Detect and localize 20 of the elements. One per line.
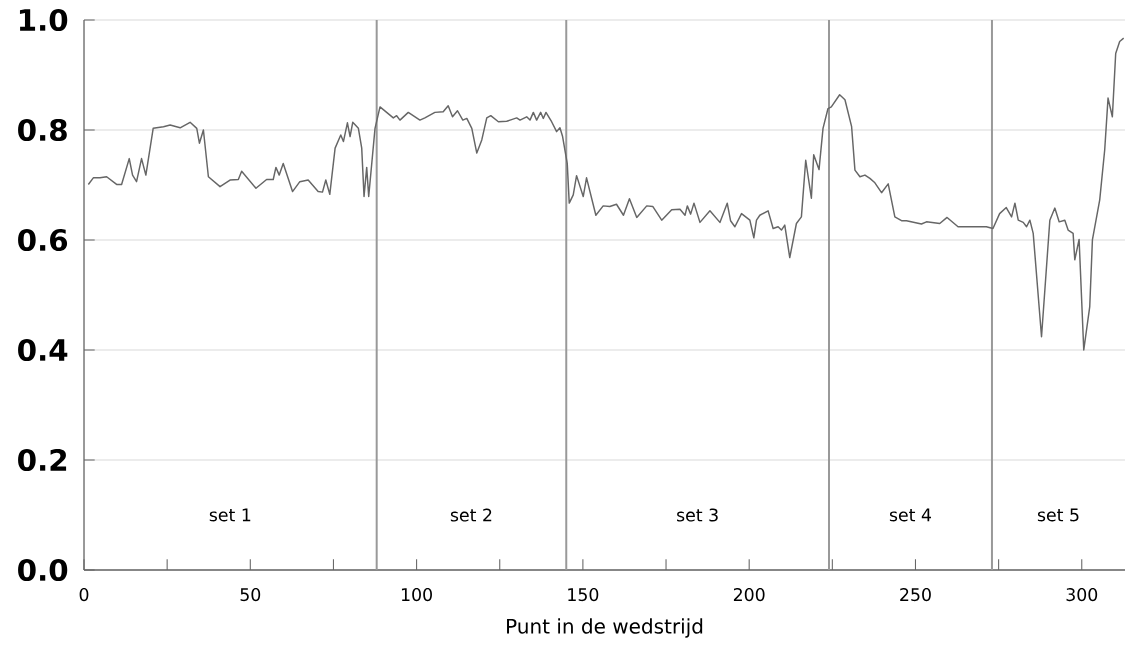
annotation: set 5 [1037, 508, 1079, 522]
y-tick-label: 0.4 [18, 338, 68, 362]
line-series [87, 37, 1125, 351]
x-tick-label: 100 [401, 588, 432, 602]
annotation: set 2 [450, 508, 492, 522]
annotation: set 1 [209, 508, 251, 522]
x-tick-label: 150 [568, 588, 599, 602]
x-tick-label: 200 [733, 588, 765, 602]
x-tick-label: 300 [1066, 588, 1098, 602]
x-tick-label: 0 [79, 588, 89, 602]
x-axis-title: Punt in de wedstrijd [507, 618, 703, 638]
annotation: set 4 [889, 508, 932, 522]
y-tick-label: 0.6 [18, 228, 68, 252]
y-tick-label: 0.8 [18, 118, 67, 142]
x-tick-label: 250 [900, 588, 931, 602]
y-tick-label: 1.0 [19, 8, 68, 32]
annotation: set 3 [677, 508, 718, 522]
y-tick-label: 0.2 [18, 448, 67, 472]
x-tick-label: 50 [240, 588, 261, 602]
y-tick-label: 0.0 [18, 558, 68, 582]
